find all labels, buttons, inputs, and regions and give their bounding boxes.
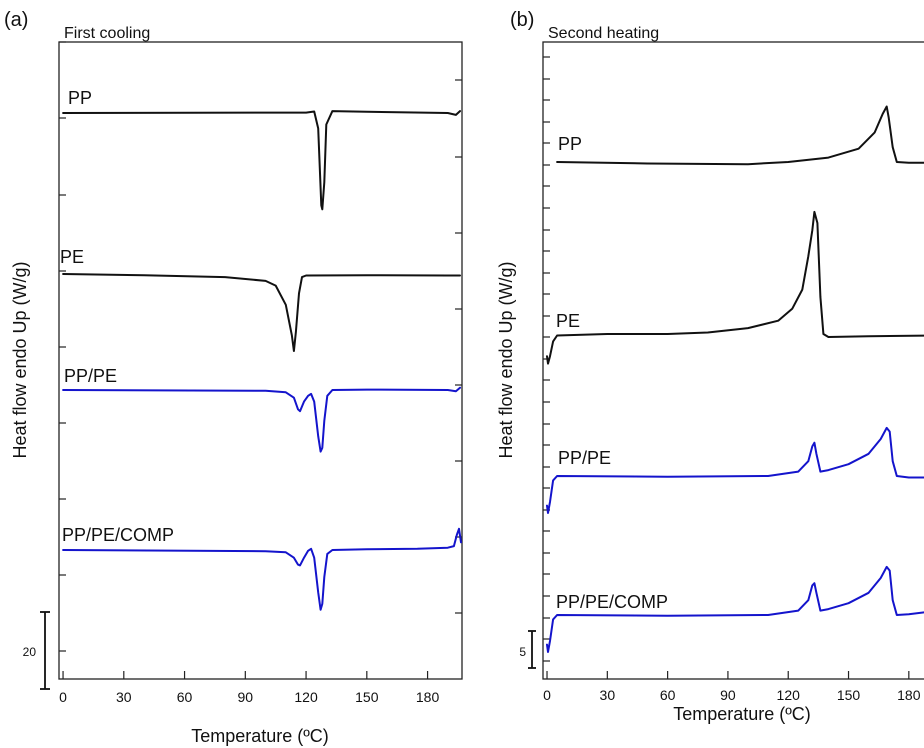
panel-a-x-axis: 0 30 60 90 120 150 180	[59, 671, 439, 705]
panel-b-scale-bar-label: 5	[519, 645, 526, 659]
panel-b-label-pp-pe-comp: PP/PE/COMP	[556, 592, 668, 612]
x-tick-label: 60	[660, 687, 676, 703]
panel-a-title: First cooling	[64, 25, 150, 42]
series-line-pp-pe-comp	[62, 527, 462, 611]
panel-a-label-pe: PE	[60, 247, 84, 267]
x-tick-label: 180	[416, 689, 440, 705]
x-tick-label: 150	[355, 689, 379, 705]
panel-a-label-pp-pe-comp: PP/PE/COMP	[62, 525, 174, 545]
panel-b-scale-bar: 5	[519, 630, 536, 669]
series-line-pp-pe	[546, 426, 924, 514]
x-tick-label: 90	[238, 689, 254, 705]
panel-b-label-pp-pe: PP/PE	[558, 448, 611, 468]
panel-b-left-ticks	[543, 56, 550, 662]
panel-b-label: (b)	[510, 9, 534, 31]
panel-a-x-axis-label: Temperature (ºC)	[191, 726, 329, 746]
panel-a-label: (a)	[4, 9, 28, 31]
panel-a-series-labels: PP PE PP/PE PP/PE/COMP	[60, 88, 174, 545]
panel-b-x-axis: 0 30 60 90 120 150 180	[543, 671, 921, 703]
series-line-pe	[62, 273, 461, 352]
x-tick-label: 120	[294, 689, 318, 705]
panel-b-label-pe: PE	[556, 311, 580, 331]
panel-a-plot-frame	[58, 41, 463, 680]
x-tick-label: 180	[897, 687, 921, 703]
panel-a-curves	[62, 110, 462, 611]
panel-a-label-pp-pe: PP/PE	[64, 366, 117, 386]
x-tick-label: 150	[837, 687, 861, 703]
x-tick-label: 30	[116, 689, 132, 705]
panel-b-label-pp: PP	[558, 134, 582, 154]
series-line-pp	[62, 110, 461, 211]
panel-a-label-pp: PP	[68, 88, 92, 108]
series-line-pp-pe-comp	[546, 565, 924, 653]
panel-a-y-axis-label: Heat flow endo Up (W/g)	[10, 261, 30, 458]
panel-b: (b) Second heating 0 30 60 90 120 150 180 Temp…	[496, 9, 924, 724]
series-line-pe	[546, 210, 924, 365]
series-line-pp-pe	[62, 386, 461, 453]
panel-b-y-axis-label: Heat flow endo Up (W/g)	[496, 261, 516, 458]
panel-b-plot-frame	[542, 41, 924, 680]
panel-a: (a) First cooling 0 30 60 90 120 150 180 Tempe…	[4, 9, 463, 746]
x-tick-label: 120	[777, 687, 801, 703]
panel-a-scale-bar-label: 20	[23, 645, 37, 659]
panel-a-left-ticks	[59, 41, 66, 652]
x-tick-label: 0	[59, 689, 67, 705]
x-tick-label: 0	[543, 687, 551, 703]
x-tick-label: 60	[177, 689, 193, 705]
x-tick-label: 30	[600, 687, 616, 703]
panel-b-x-axis-label: Temperature (ºC)	[673, 704, 811, 724]
panel-a-scale-bar: 20	[23, 611, 50, 690]
x-tick-label: 90	[720, 687, 736, 703]
series-line-pp	[556, 105, 924, 166]
panel-b-curves	[546, 105, 924, 653]
panel-b-title: Second heating	[548, 25, 659, 42]
panel-b-series-labels: PP PE PP/PE PP/PE/COMP	[556, 134, 668, 612]
panel-a-right-ticks	[455, 79, 462, 614]
